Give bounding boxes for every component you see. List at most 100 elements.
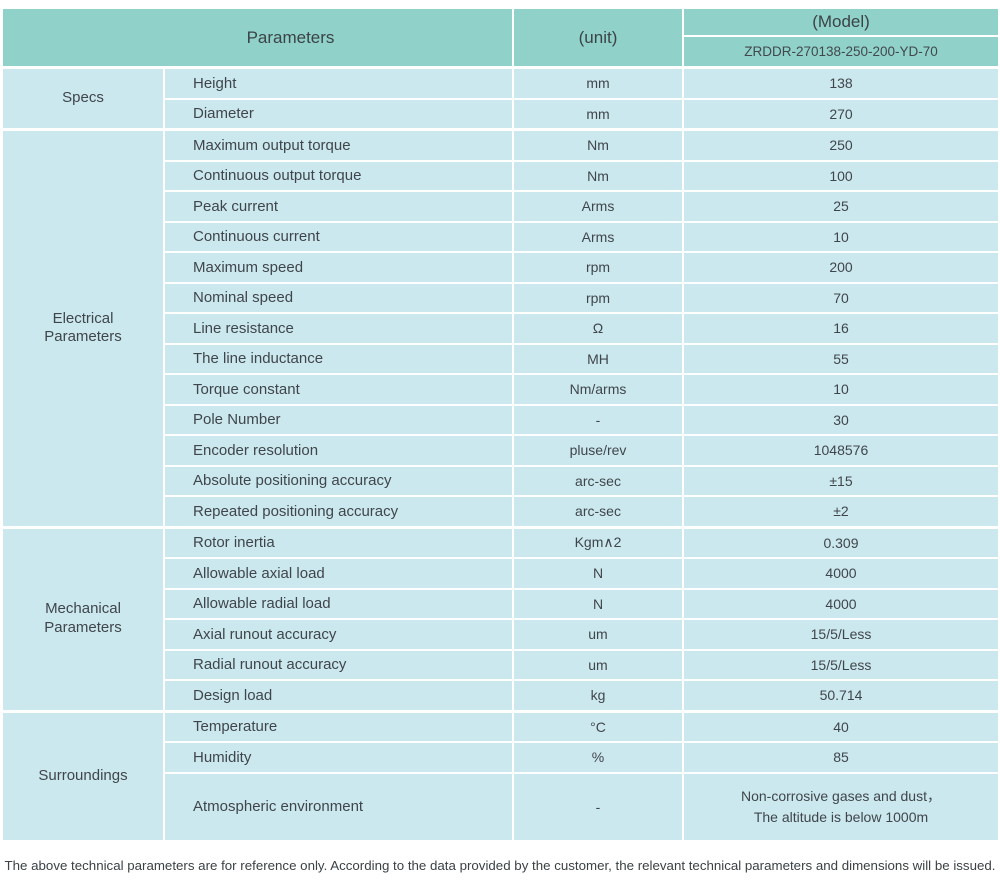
param-unit-cell: mm xyxy=(514,69,682,98)
param-name-cell: Radial runout accuracy xyxy=(165,650,512,679)
table-row: Allowable axial load N 4000 xyxy=(165,559,998,588)
param-name-cell: Repeated positioning accuracy xyxy=(165,497,512,526)
table-row: Torque constant Nm/arms 10 xyxy=(165,375,998,404)
param-name-cell: Axial runout accuracy xyxy=(165,620,512,649)
param-name-cell: Nominal speed xyxy=(165,283,512,312)
header-parameters: Parameters xyxy=(3,9,512,66)
group-specs: Specs Height mm 138 Diameter mm 270 xyxy=(3,69,998,128)
table-row: Allowable radial load N 4000 xyxy=(165,589,998,618)
param-value-cell: 10 xyxy=(684,222,998,251)
group-surroundings: Surroundings Temperature °C 40 Humidity … xyxy=(3,712,998,840)
header-model-cell: (Model) ZRDDR-270138-250-200-YD-70 xyxy=(684,9,998,66)
param-unit-cell: arc-sec xyxy=(514,497,682,526)
param-value-cell: 4000 xyxy=(684,559,998,588)
param-value-cell: 25 xyxy=(684,192,998,221)
param-unit-cell: rpm xyxy=(514,253,682,282)
table-row: Radial runout accuracy um 15/5/Less xyxy=(165,650,998,679)
param-value-cell: 15/5/Less xyxy=(684,650,998,679)
param-unit-cell: N xyxy=(514,559,682,588)
param-name-cell: Peak current xyxy=(165,192,512,221)
param-unit-cell: % xyxy=(514,743,682,772)
param-unit-cell: Nm xyxy=(514,161,682,190)
param-name-cell: Maximum output torque xyxy=(165,131,512,160)
param-unit-cell: Kgm∧2 xyxy=(514,528,682,557)
group-label: Surroundings xyxy=(3,712,163,840)
group-rows: Maximum output torque Nm 250 Continuous … xyxy=(165,131,998,526)
param-name-cell: Continuous output torque xyxy=(165,161,512,190)
table-row: Design load kg 50.714 xyxy=(165,681,998,710)
param-unit-cell: Arms xyxy=(514,192,682,221)
table-row: Continuous output torque Nm 100 xyxy=(165,161,998,190)
table-row: Diameter mm 270 xyxy=(165,99,998,128)
param-value-cell: ±2 xyxy=(684,497,998,526)
param-name-cell: Line resistance xyxy=(165,314,512,343)
param-value-cell: 100 xyxy=(684,161,998,190)
param-name-cell: Maximum speed xyxy=(165,253,512,282)
table-row: Repeated positioning accuracy arc-sec ±2 xyxy=(165,497,998,526)
table-row: Encoder resolution pluse/rev 1048576 xyxy=(165,436,998,465)
param-unit-cell: arc-sec xyxy=(514,466,682,495)
group-label: Mechanical Parameters xyxy=(3,528,163,710)
param-unit-cell: MH xyxy=(514,344,682,373)
param-value-cell: 250 xyxy=(684,131,998,160)
param-value-cell: 70 xyxy=(684,283,998,312)
param-value-cell: 270 xyxy=(684,99,998,128)
param-unit-cell: N xyxy=(514,589,682,618)
table-row: Maximum speed rpm 200 xyxy=(165,253,998,282)
param-unit-cell: Arms xyxy=(514,222,682,251)
table-row: Pole Number - 30 xyxy=(165,405,998,434)
header-model-label: (Model) xyxy=(684,9,998,35)
param-unit-cell: kg xyxy=(514,681,682,710)
group-rows: Height mm 138 Diameter mm 270 xyxy=(165,69,998,128)
header-unit: (unit) xyxy=(514,9,682,66)
param-name-cell: Allowable axial load xyxy=(165,559,512,588)
param-name-cell: Continuous current xyxy=(165,222,512,251)
param-name-cell: Diameter xyxy=(165,99,512,128)
param-name-cell: Design load xyxy=(165,681,512,710)
param-name-cell: Rotor inertia xyxy=(165,528,512,557)
param-unit-cell: - xyxy=(514,773,682,840)
param-name-cell: Humidity xyxy=(165,743,512,772)
param-unit-cell: pluse/rev xyxy=(514,436,682,465)
group-label: Specs xyxy=(3,69,163,128)
param-value-cell: Non-corrosive gases and dust， The altitu… xyxy=(684,773,998,840)
param-value-cell: 55 xyxy=(684,344,998,373)
param-name-cell: Allowable radial load xyxy=(165,589,512,618)
table-row: Axial runout accuracy um 15/5/Less xyxy=(165,620,998,649)
param-value-cell: 85 xyxy=(684,743,998,772)
table-row: Peak current Arms 25 xyxy=(165,192,998,221)
param-unit-cell: um xyxy=(514,650,682,679)
param-unit-cell: Nm xyxy=(514,131,682,160)
param-name-cell: Pole Number xyxy=(165,405,512,434)
group-rows: Rotor inertia Kgm∧2 0.309 Allowable axia… xyxy=(165,528,998,710)
param-name-cell: Encoder resolution xyxy=(165,436,512,465)
param-name-cell: Atmospheric environment xyxy=(165,773,512,840)
param-name-cell: Temperature xyxy=(165,712,512,741)
footer-note: The above technical parameters are for r… xyxy=(4,858,996,873)
table-row: Height mm 138 xyxy=(165,69,998,98)
param-unit-cell: um xyxy=(514,620,682,649)
param-name-cell: The line inductance xyxy=(165,344,512,373)
param-unit-cell: rpm xyxy=(514,283,682,312)
param-value-cell: 4000 xyxy=(684,589,998,618)
param-value-cell: 40 xyxy=(684,712,998,741)
table-row: Continuous current Arms 10 xyxy=(165,222,998,251)
param-name-cell: Torque constant xyxy=(165,375,512,404)
table-row: Maximum output torque Nm 250 xyxy=(165,131,998,160)
param-value-cell: 16 xyxy=(684,314,998,343)
param-value-cell: 10 xyxy=(684,375,998,404)
table-row: Absolute positioning accuracy arc-sec ±1… xyxy=(165,466,998,495)
param-value-cell: 50.714 xyxy=(684,681,998,710)
table-row: Temperature °C 40 xyxy=(165,712,998,741)
param-unit-cell: Nm/arms xyxy=(514,375,682,404)
table-row: Line resistance Ω 16 xyxy=(165,314,998,343)
group-electrical: Electrical Parameters Maximum output tor… xyxy=(3,131,998,526)
param-value-cell: 0.309 xyxy=(684,528,998,557)
param-unit-cell: Ω xyxy=(514,314,682,343)
group-mechanical: Mechanical Parameters Rotor inertia Kgm∧… xyxy=(3,528,998,710)
table-row: Nominal speed rpm 70 xyxy=(165,283,998,312)
param-value-cell: 200 xyxy=(684,253,998,282)
param-value-cell: 138 xyxy=(684,69,998,98)
table-row: Humidity % 85 xyxy=(165,743,998,772)
